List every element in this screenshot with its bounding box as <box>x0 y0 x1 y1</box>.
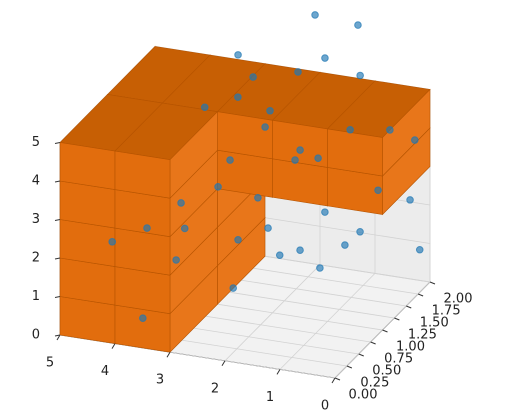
y-tick-label: 0.00 <box>349 388 378 403</box>
scatter-point <box>200 103 209 112</box>
scatter-point <box>261 123 269 131</box>
scatter-point <box>314 154 322 162</box>
z-tick-label: 3 <box>32 212 40 227</box>
scatter-point <box>229 284 237 292</box>
scatter-point <box>143 224 151 232</box>
y-tick <box>406 305 412 309</box>
scatter-point <box>249 73 257 81</box>
scatter-point <box>180 224 189 233</box>
scatter-point <box>264 224 272 232</box>
z-tick <box>54 334 61 337</box>
y-tick <box>417 293 424 297</box>
scatter-point <box>254 193 262 202</box>
voxel-front <box>327 128 383 177</box>
x-tick-label: 3 <box>156 373 164 388</box>
voxel-front <box>114 150 171 199</box>
x-tick <box>56 334 61 341</box>
scatter-point <box>356 71 364 80</box>
scatter-point <box>266 106 274 115</box>
scatter-point <box>172 256 180 264</box>
voxel-front <box>59 142 116 190</box>
scatter-point <box>214 183 222 191</box>
x-tick-label: 0 <box>321 399 329 414</box>
z-tick <box>54 142 61 144</box>
y-tick <box>334 377 341 381</box>
z-tick-label: 4 <box>32 174 40 189</box>
scatter-point <box>341 241 349 249</box>
scatter-point <box>354 21 362 29</box>
x-tick-label: 4 <box>101 364 109 379</box>
scatter-point <box>411 136 419 144</box>
y-tick <box>370 341 376 345</box>
scatter-point <box>316 264 324 272</box>
scatter <box>108 11 424 322</box>
scatter-point <box>321 208 329 216</box>
y-tick-label: 0.50 <box>372 364 401 379</box>
z-tick <box>54 219 61 221</box>
scatter-point <box>311 11 319 19</box>
scatter-point <box>374 186 382 195</box>
y-tick-label: 0.25 <box>360 376 389 391</box>
scatter-point <box>234 93 242 101</box>
x-tick-label: 5 <box>46 356 54 371</box>
y-tick-label: 1.50 <box>420 316 449 331</box>
z-tick <box>54 180 61 183</box>
x-tick <box>331 377 336 384</box>
scatter-point <box>406 196 414 204</box>
x-tick <box>221 360 226 367</box>
z-tick-label: 0 <box>32 328 40 343</box>
y-tick <box>382 329 388 333</box>
scatter-point <box>415 245 424 254</box>
x-tick-label: 1 <box>266 390 274 405</box>
y-tick-label: 1.00 <box>396 340 425 355</box>
scatter-point <box>386 126 394 134</box>
y-tick <box>358 353 364 357</box>
z-tick-label: 5 <box>32 135 40 150</box>
scatter-point <box>296 246 304 254</box>
tick-labels: 0 1 2 3 4 5 0.000.250.500.751.001.251.501.752.… <box>32 135 473 414</box>
scatter-point <box>226 156 234 164</box>
x-tick-label: 2 <box>211 381 219 396</box>
scatter-point <box>234 236 242 244</box>
scatter-point <box>346 125 354 134</box>
scatter-point <box>294 68 302 76</box>
voxel-front <box>217 111 273 160</box>
scatter-point <box>177 199 185 207</box>
y-tick-label: 0.75 <box>384 352 413 367</box>
scatter-point <box>296 146 304 154</box>
voxels <box>59 46 431 353</box>
scatter-point <box>234 51 242 59</box>
scatter-point <box>291 156 299 164</box>
y-tick <box>346 365 353 369</box>
y-tick-label: 2.00 <box>444 292 473 307</box>
z-tick-label: 2 <box>32 251 40 266</box>
y-tick <box>429 281 436 285</box>
y-tick-label: 1.75 <box>432 304 461 319</box>
z-tick <box>54 296 61 298</box>
z-tick-label: 1 <box>32 289 40 304</box>
x-tick <box>111 343 116 349</box>
x-tick <box>166 351 171 358</box>
scatter-point <box>356 227 364 236</box>
z-tick <box>54 257 61 260</box>
scatter-point <box>108 238 116 246</box>
x-tick <box>276 369 281 375</box>
y-tick <box>394 317 400 321</box>
scatter-point <box>321 54 329 62</box>
scatter-point <box>139 314 147 322</box>
scatter-point <box>275 251 284 259</box>
y-tick-label: 1.25 <box>408 328 437 343</box>
